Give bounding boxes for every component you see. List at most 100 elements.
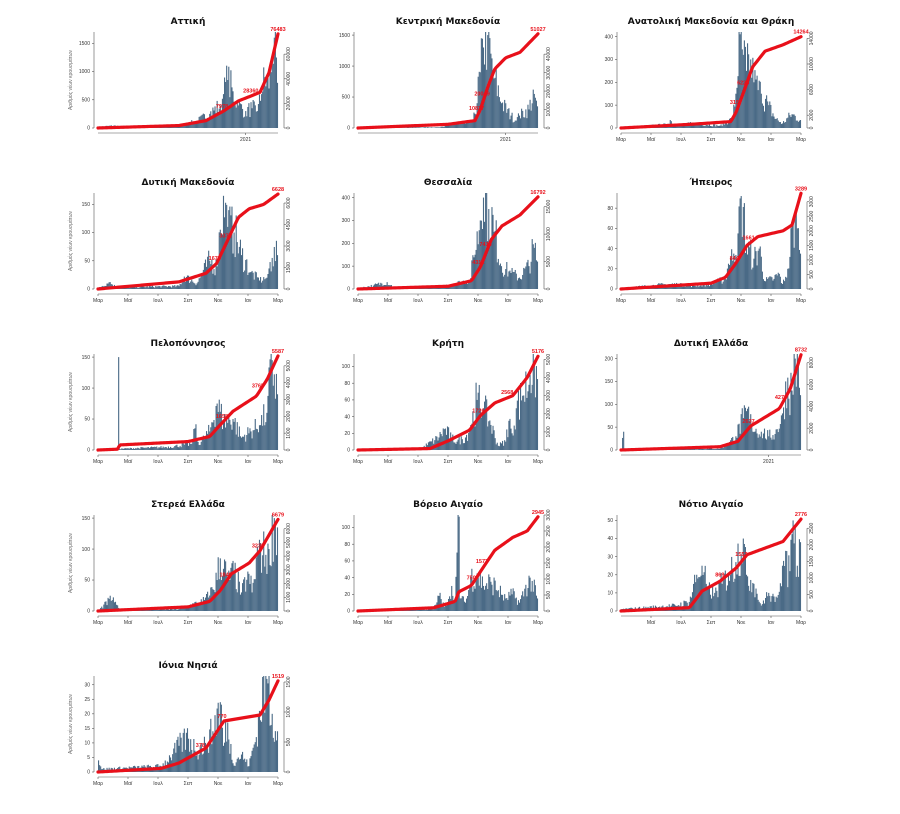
daily-bar xyxy=(239,426,240,450)
daily-bar xyxy=(484,590,485,611)
daily-bar xyxy=(249,117,250,128)
daily-bar xyxy=(515,429,516,450)
daily-bar xyxy=(427,610,428,611)
daily-bar xyxy=(487,426,488,450)
y2-tick-label: 3000 xyxy=(286,564,292,575)
daily-bar xyxy=(158,286,159,289)
daily-bar xyxy=(535,98,536,128)
daily-bar xyxy=(491,207,492,289)
daily-bar xyxy=(486,583,487,611)
y-tick-label: 50 xyxy=(84,578,90,584)
daily-bar xyxy=(770,438,771,450)
daily-bar xyxy=(522,396,523,450)
x-tick-label: Ιουλ xyxy=(153,298,163,304)
cumulative-annotation: 844 xyxy=(730,256,740,262)
daily-bar xyxy=(436,127,437,128)
daily-bar xyxy=(468,590,469,611)
daily-bar xyxy=(499,597,500,611)
daily-bar xyxy=(521,279,522,289)
daily-bar xyxy=(276,241,277,289)
daily-bar xyxy=(763,279,764,289)
daily-bar xyxy=(796,121,797,128)
daily-bar xyxy=(420,127,421,128)
daily-bar xyxy=(199,755,200,772)
daily-bar xyxy=(788,555,789,611)
daily-bar xyxy=(446,606,447,611)
daily-bar xyxy=(478,77,479,128)
daily-bar xyxy=(777,118,778,128)
daily-bar xyxy=(763,600,764,611)
daily-bar xyxy=(734,579,735,611)
daily-bar xyxy=(250,272,251,289)
daily-bar xyxy=(247,427,248,450)
daily-bar xyxy=(507,277,508,289)
daily-bar xyxy=(533,244,534,289)
daily-bar xyxy=(448,427,449,450)
y-tick-label: 200 xyxy=(342,241,351,247)
daily-bar xyxy=(240,436,241,450)
daily-bar xyxy=(149,448,150,450)
daily-bar xyxy=(226,419,227,450)
daily-bar xyxy=(234,766,235,772)
daily-bar xyxy=(271,72,272,128)
daily-bar xyxy=(145,287,146,289)
daily-bar xyxy=(412,127,413,128)
x-tick-label: Νοε xyxy=(737,137,746,143)
daily-bar xyxy=(267,544,268,611)
daily-bar xyxy=(510,273,511,289)
daily-bar xyxy=(262,426,263,450)
daily-bar xyxy=(488,574,489,611)
daily-bar xyxy=(758,600,759,611)
daily-bar xyxy=(491,58,492,128)
daily-bar xyxy=(492,595,493,611)
daily-bar xyxy=(213,269,214,289)
daily-bar xyxy=(129,288,130,289)
daily-bar xyxy=(222,429,223,450)
daily-bar xyxy=(773,279,774,289)
daily-bar xyxy=(174,743,175,772)
daily-bar xyxy=(463,443,464,450)
y2-tick-label: 1500 xyxy=(286,262,292,273)
daily-bar xyxy=(198,282,199,289)
x-tick-label: Μαϊ xyxy=(124,459,133,465)
daily-bar xyxy=(138,288,139,289)
daily-bar xyxy=(510,589,511,611)
y-tick-label: 100 xyxy=(605,103,614,109)
daily-bar xyxy=(476,250,477,289)
daily-bar xyxy=(755,589,756,611)
daily-bar xyxy=(245,592,246,611)
daily-bar xyxy=(776,119,777,128)
y2-tick-label: 2000 xyxy=(809,225,815,236)
daily-bar xyxy=(785,122,786,128)
cumulative-annotation: 1849 xyxy=(219,572,231,578)
daily-bar xyxy=(520,118,521,128)
daily-bar xyxy=(482,39,483,128)
daily-bar xyxy=(788,113,789,128)
daily-bar xyxy=(788,399,789,450)
daily-bar xyxy=(742,49,743,128)
daily-bar xyxy=(730,575,731,611)
x-tick-label: Ιαν xyxy=(505,298,512,304)
daily-bar xyxy=(265,676,266,772)
daily-bar xyxy=(229,420,230,450)
daily-bar xyxy=(220,558,221,611)
cumulative-annotation: 6223 xyxy=(737,81,749,87)
daily-bar xyxy=(465,437,466,450)
daily-bar xyxy=(775,434,776,450)
daily-bar xyxy=(485,586,486,611)
daily-bar xyxy=(261,415,262,450)
daily-bar xyxy=(476,580,477,611)
daily-bar xyxy=(178,609,179,611)
daily-bar xyxy=(510,116,511,128)
x-tick-label: Ιαν xyxy=(245,459,252,465)
daily-bar xyxy=(779,592,780,611)
daily-bar xyxy=(710,126,711,128)
daily-bar xyxy=(254,579,255,611)
daily-bar xyxy=(526,398,527,450)
daily-bar xyxy=(524,402,525,450)
daily-bar xyxy=(754,247,755,289)
daily-bar xyxy=(486,70,487,128)
daily-bar xyxy=(712,449,713,450)
